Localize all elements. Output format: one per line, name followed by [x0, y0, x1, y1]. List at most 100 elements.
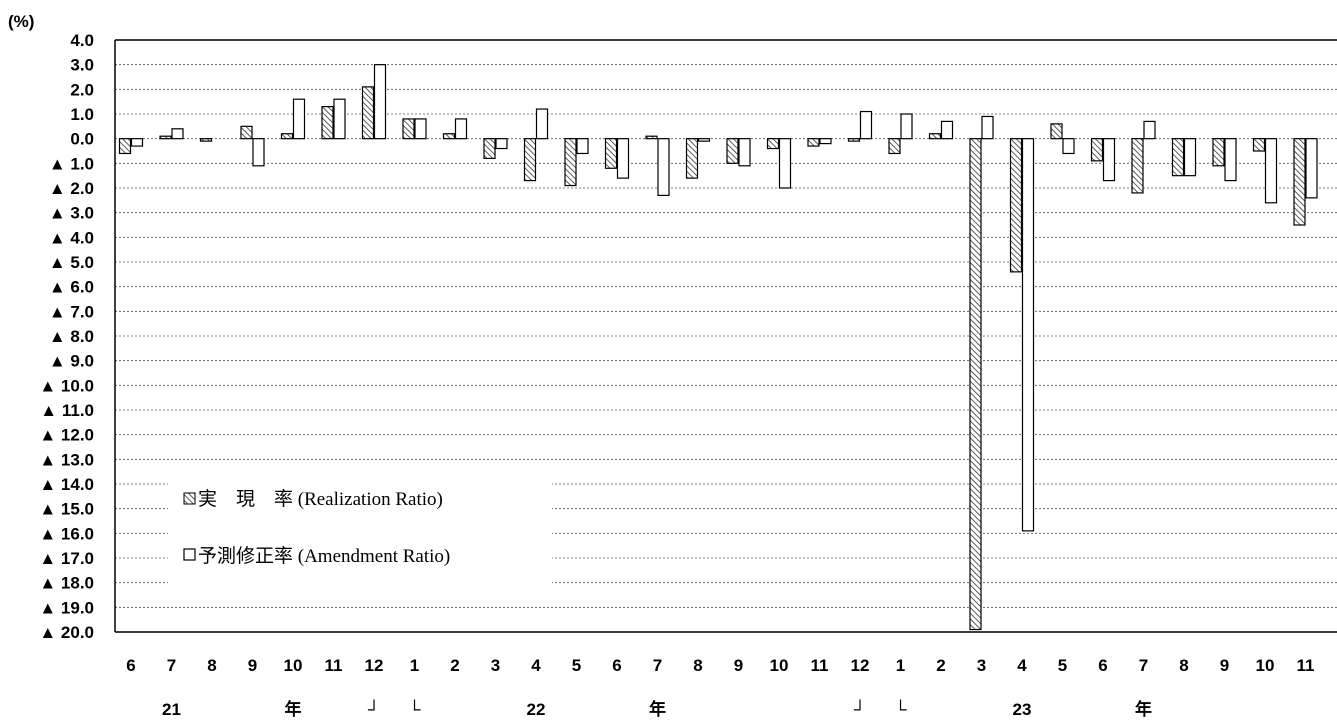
y-tick-label: ▲ 17.0	[39, 549, 94, 568]
amendment-bar	[697, 138, 711, 142]
realization-bar	[969, 138, 982, 631]
x-tick-label: 6	[126, 656, 135, 675]
axes	[114, 39, 1337, 633]
amendment-bar	[1021, 138, 1035, 532]
y-tick-label: ▲ 11.0	[40, 401, 94, 420]
y-tick-label: ▲ 13.0	[39, 450, 94, 469]
y-tick-label: ▲ 20.0	[39, 623, 94, 642]
amendment-bar	[616, 138, 630, 179]
amendment-bar	[738, 138, 751, 167]
year-row: 21年┘└22年┘└23年┘	[162, 699, 1152, 719]
x-tick-label: 12	[851, 656, 870, 675]
y-tick-label: ▲ 3.0	[49, 204, 94, 223]
y-tick-label: ▲ 4.0	[49, 228, 94, 247]
y-tick-label: ▲ 10.0	[39, 376, 94, 395]
x-tick-label: 1	[410, 656, 419, 675]
y-tick-label: ▲ 12.0	[39, 426, 94, 445]
amendment-bar	[373, 64, 387, 140]
bars	[118, 64, 1318, 631]
x-axis-ticks: 6789101112123456789101112123456789101112	[126, 656, 1337, 675]
realization-bar	[726, 138, 739, 164]
amendment-bar	[252, 138, 265, 167]
x-tick-label: 5	[572, 656, 581, 675]
y-tick-label: ▲ 15.0	[39, 500, 94, 519]
x-tick-label: 7	[1139, 656, 1148, 675]
x-tick-label: 3	[977, 656, 986, 675]
amendment-bar	[130, 138, 144, 147]
y-tick-label: ▲ 1.0	[49, 154, 94, 173]
realization-bar	[847, 138, 861, 142]
realization-bar	[442, 133, 456, 140]
x-tick-label: 8	[693, 656, 702, 675]
realization-bar	[1212, 138, 1225, 167]
year-label: 21	[162, 700, 181, 719]
amendment-bar	[333, 98, 346, 140]
y-tick-label: ▲ 8.0	[49, 327, 94, 346]
y-tick-label: 1.0	[70, 105, 94, 124]
realization-bar	[280, 133, 294, 140]
x-tick-label: 12	[365, 656, 384, 675]
realization-bar	[888, 138, 901, 155]
year-label: ┘	[368, 699, 380, 719]
legend-label-realization: 実 現 率 (Realization Ratio)	[198, 488, 443, 510]
realization-bar	[118, 138, 132, 155]
y-tick-label: ▲ 7.0	[49, 302, 94, 321]
realization-bar	[685, 138, 699, 179]
amendment-bar	[1102, 138, 1116, 182]
y-axis-ticks: 4.0 3.0 2.0 1.0 0.0 ▲ 1.0 ▲ 2.0 ▲ 3.0 ▲ 4.0 ▲ 5.0…	[39, 31, 94, 642]
legend-swatch-amendment	[183, 548, 196, 561]
x-tick-label: 9	[734, 656, 743, 675]
realization-bar	[523, 138, 537, 182]
amendment-bar	[940, 120, 954, 140]
y-tick-label: 4.0	[70, 31, 94, 50]
realization-bar	[199, 138, 213, 142]
amendment-bar	[859, 110, 873, 140]
x-tick-label: 11	[1297, 656, 1315, 675]
amendment-bar	[1264, 138, 1278, 204]
realization-bar	[1252, 138, 1266, 152]
x-tick-label: 11	[325, 656, 343, 675]
legend-swatch-realization	[183, 492, 196, 505]
x-tick-label: 2	[450, 656, 459, 675]
amendment-bar	[576, 138, 589, 155]
realization-bar	[1293, 138, 1306, 226]
year-label: 23	[1013, 700, 1032, 719]
realization-bar	[604, 138, 618, 169]
year-label: └	[408, 699, 421, 719]
y-tick-label: 2.0	[70, 80, 94, 99]
amendment-bar	[535, 108, 549, 140]
realization-bar	[1090, 138, 1104, 162]
y-tick-label: ▲ 5.0	[49, 253, 94, 272]
year-label: └	[894, 699, 907, 719]
realization-bar	[807, 138, 820, 147]
amendment-bar	[900, 113, 913, 140]
realization-bar	[240, 125, 253, 140]
x-tick-label: 4	[531, 656, 541, 675]
y-unit-label: (%)	[8, 12, 34, 31]
amendment-bar	[171, 128, 184, 140]
x-tick-label: 10	[1256, 656, 1275, 675]
realization-bar	[766, 138, 780, 150]
x-tick-label: 6	[1098, 656, 1107, 675]
amendment-bar	[778, 138, 792, 189]
year-label: 年	[1135, 699, 1152, 719]
realization-bar	[564, 138, 577, 187]
x-tick-label: 9	[1220, 656, 1229, 675]
x-tick-label: 7	[167, 656, 176, 675]
amendment-bar	[1224, 138, 1237, 182]
amendment-bar	[1143, 120, 1156, 140]
y-tick-label: ▲ 16.0	[39, 524, 94, 543]
x-tick-label: 3	[491, 656, 500, 675]
realization-bar	[1131, 138, 1144, 194]
amendment-bar	[1183, 138, 1197, 177]
y-tick-label: 0.0	[70, 130, 94, 149]
realization-bar	[402, 118, 415, 140]
x-tick-label: 7	[653, 656, 662, 675]
x-tick-label: 4	[1017, 656, 1027, 675]
x-tick-label: 2	[936, 656, 945, 675]
x-tick-label: 11	[811, 656, 829, 675]
legend: 実 現 率 (Realization Ratio) 予測修正率 (Amendme…	[168, 478, 552, 585]
realization-bar	[1009, 138, 1023, 273]
year-label: 年	[649, 699, 666, 719]
